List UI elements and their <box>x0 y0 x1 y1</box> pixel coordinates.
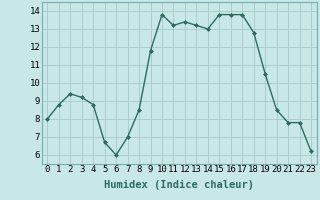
X-axis label: Humidex (Indice chaleur): Humidex (Indice chaleur) <box>104 180 254 190</box>
